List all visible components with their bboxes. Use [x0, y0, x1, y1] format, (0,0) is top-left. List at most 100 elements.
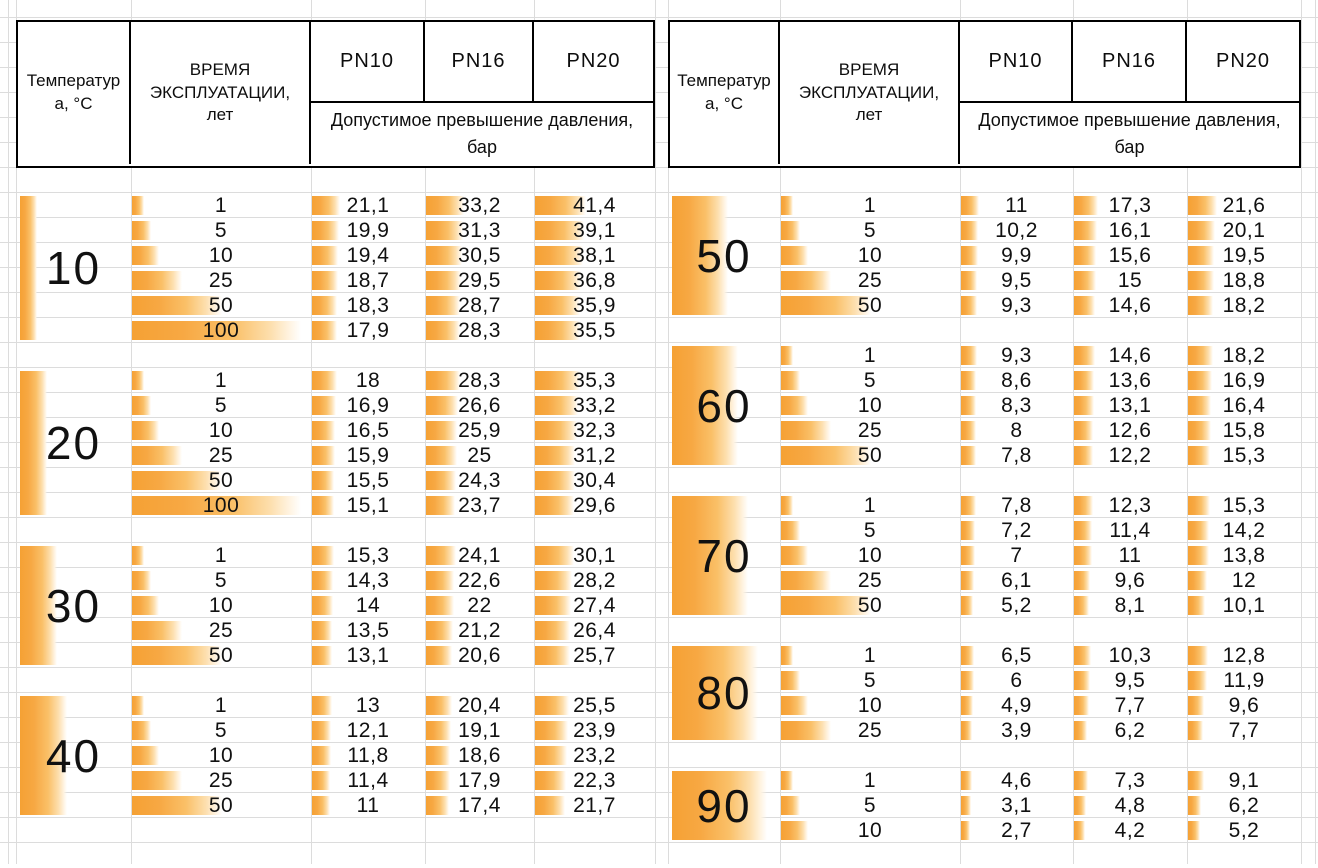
- pn20-cell[interactable]: 41,4: [534, 193, 655, 218]
- pn20-cell[interactable]: 13,8: [1187, 543, 1301, 568]
- years-cell[interactable]: 1: [780, 343, 960, 368]
- pn10-cell[interactable]: 16,5: [311, 418, 425, 443]
- pn20-cell[interactable]: 26,4: [534, 618, 655, 643]
- years-cell[interactable]: 1: [131, 543, 311, 568]
- years-cell[interactable]: 5: [780, 218, 960, 243]
- pn20-cell[interactable]: 14,2: [1187, 518, 1301, 543]
- pn10-cell[interactable]: 15,1: [311, 493, 425, 518]
- years-cell[interactable]: 25: [131, 443, 311, 468]
- pn16-header-cell[interactable]: PN16: [1073, 22, 1187, 103]
- years-cell[interactable]: 1: [780, 643, 960, 668]
- pn16-cell[interactable]: 21,2: [425, 618, 534, 643]
- pn10-cell[interactable]: 9,9: [960, 243, 1073, 268]
- pn16-cell[interactable]: 26,6: [425, 393, 534, 418]
- pn16-cell[interactable]: 17,3: [1073, 193, 1187, 218]
- years-cell[interactable]: 1: [780, 193, 960, 218]
- years-cell[interactable]: 1: [131, 368, 311, 393]
- pn20-cell[interactable]: 10,1: [1187, 593, 1301, 618]
- pn10-cell[interactable]: 7: [960, 543, 1073, 568]
- pn20-cell[interactable]: 33,2: [534, 393, 655, 418]
- years-cell[interactable]: 5: [131, 393, 311, 418]
- pn10-cell[interactable]: 14: [311, 593, 425, 618]
- pn10-cell[interactable]: 10,2: [960, 218, 1073, 243]
- pn16-cell[interactable]: 28,3: [425, 318, 534, 343]
- pn16-cell[interactable]: 11,4: [1073, 518, 1187, 543]
- pn20-header-cell[interactable]: PN20: [1187, 22, 1299, 103]
- pn16-cell[interactable]: 12,3: [1073, 493, 1187, 518]
- pn10-cell[interactable]: 21,1: [311, 193, 425, 218]
- pn20-cell[interactable]: 35,3: [534, 368, 655, 393]
- pn20-cell[interactable]: 22,3: [534, 768, 655, 793]
- pn16-cell[interactable]: 8,1: [1073, 593, 1187, 618]
- pn10-cell[interactable]: 11,8: [311, 743, 425, 768]
- pn20-cell[interactable]: 9,1: [1187, 768, 1301, 793]
- temperature-cell[interactable]: 80: [668, 643, 780, 743]
- pn20-cell[interactable]: 18,2: [1187, 343, 1301, 368]
- pn16-cell[interactable]: 7,3: [1073, 768, 1187, 793]
- pn16-cell[interactable]: 25: [425, 443, 534, 468]
- years-cell[interactable]: 50: [131, 468, 311, 493]
- years-cell[interactable]: 5: [780, 668, 960, 693]
- years-cell[interactable]: 10: [780, 243, 960, 268]
- pn16-cell[interactable]: 4,8: [1073, 793, 1187, 818]
- years-cell[interactable]: 10: [131, 418, 311, 443]
- years-cell[interactable]: 10: [780, 818, 960, 843]
- pn10-cell[interactable]: 7,8: [960, 443, 1073, 468]
- pn20-cell[interactable]: 7,7: [1187, 718, 1301, 743]
- pn16-cell[interactable]: 12,6: [1073, 418, 1187, 443]
- time-header-cell[interactable]: ВРЕМЯ ЭКСПЛУАТАЦИИ, лет: [780, 22, 960, 164]
- pn16-cell[interactable]: 17,4: [425, 793, 534, 818]
- pn20-cell[interactable]: 30,4: [534, 468, 655, 493]
- pn16-cell[interactable]: 16,1: [1073, 218, 1187, 243]
- pn16-cell[interactable]: 29,5: [425, 268, 534, 293]
- time-header-cell[interactable]: ВРЕМЯ ЭКСПЛУАТАЦИИ, лет: [131, 22, 311, 164]
- years-cell[interactable]: 50: [131, 643, 311, 668]
- pn20-cell[interactable]: 23,9: [534, 718, 655, 743]
- pn20-cell[interactable]: 39,1: [534, 218, 655, 243]
- pn10-cell[interactable]: 18: [311, 368, 425, 393]
- years-cell[interactable]: 1: [131, 193, 311, 218]
- years-cell[interactable]: 100: [131, 318, 311, 343]
- pn20-cell[interactable]: 18,8: [1187, 268, 1301, 293]
- years-cell[interactable]: 1: [780, 768, 960, 793]
- pn10-cell[interactable]: 9,5: [960, 268, 1073, 293]
- pn10-cell[interactable]: 11: [311, 793, 425, 818]
- pn20-cell[interactable]: 32,3: [534, 418, 655, 443]
- pn10-header-cell[interactable]: PN10: [311, 22, 425, 103]
- temperature-cell[interactable]: 60: [668, 343, 780, 468]
- pn10-cell[interactable]: 9,3: [960, 293, 1073, 318]
- pn16-cell[interactable]: 24,1: [425, 543, 534, 568]
- pn10-cell[interactable]: 6: [960, 668, 1073, 693]
- pn10-cell[interactable]: 9,3: [960, 343, 1073, 368]
- pn20-cell[interactable]: 5,2: [1187, 818, 1301, 843]
- pn16-header-cell[interactable]: PN16: [425, 22, 534, 103]
- years-cell[interactable]: 5: [131, 568, 311, 593]
- years-cell[interactable]: 10: [780, 693, 960, 718]
- pn10-cell[interactable]: 15,5: [311, 468, 425, 493]
- years-cell[interactable]: 10: [780, 543, 960, 568]
- temperature-cell[interactable]: 10: [16, 193, 131, 343]
- years-cell[interactable]: 25: [780, 268, 960, 293]
- pn20-cell[interactable]: 30,1: [534, 543, 655, 568]
- pn10-header-cell[interactable]: PN10: [960, 22, 1073, 103]
- pressure-subheader-cell[interactable]: Допустимое превышение давления, бар: [311, 103, 653, 164]
- pn10-cell[interactable]: 13,1: [311, 643, 425, 668]
- pn16-cell[interactable]: 28,3: [425, 368, 534, 393]
- pn10-cell[interactable]: 12,1: [311, 718, 425, 743]
- years-cell[interactable]: 10: [131, 743, 311, 768]
- years-cell[interactable]: 50: [131, 793, 311, 818]
- pn16-cell[interactable]: 18,6: [425, 743, 534, 768]
- pn16-cell[interactable]: 6,2: [1073, 718, 1187, 743]
- pn16-cell[interactable]: 9,6: [1073, 568, 1187, 593]
- pn10-cell[interactable]: 4,6: [960, 768, 1073, 793]
- pn20-cell[interactable]: 9,6: [1187, 693, 1301, 718]
- years-cell[interactable]: 5: [131, 218, 311, 243]
- pn20-cell[interactable]: 15,8: [1187, 418, 1301, 443]
- pn16-cell[interactable]: 20,6: [425, 643, 534, 668]
- pn10-cell[interactable]: 3,9: [960, 718, 1073, 743]
- pn16-cell[interactable]: 17,9: [425, 768, 534, 793]
- pn16-cell[interactable]: 22: [425, 593, 534, 618]
- pn16-cell[interactable]: 23,7: [425, 493, 534, 518]
- pn20-cell[interactable]: 15,3: [1187, 443, 1301, 468]
- pn10-cell[interactable]: 11: [960, 193, 1073, 218]
